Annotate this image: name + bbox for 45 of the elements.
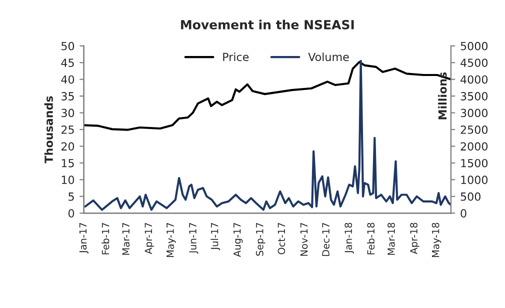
y2-tick-label: 2000 xyxy=(460,142,488,151)
chart-title: Movement in the NSEASI xyxy=(181,20,354,30)
y2-tick-label: 1000 xyxy=(461,176,488,184)
x-tick-label: May-18 xyxy=(432,222,442,258)
x-tick-label: May-17 xyxy=(166,222,176,258)
y-tick-label: 25 xyxy=(61,125,74,134)
line-series xyxy=(84,60,451,211)
y2-tick-label: 0 xyxy=(460,209,466,218)
x-tick-label: Mar-17 xyxy=(122,222,130,255)
x-tick-label: Nov-17 xyxy=(300,222,308,256)
y-tick-label: 35 xyxy=(62,92,74,100)
x-tick-label: Apr-18 xyxy=(410,222,420,254)
y-tick-label: 30 xyxy=(62,108,74,118)
y2-tick-label: 5000 xyxy=(460,42,488,50)
y-axis-title: Thousands xyxy=(44,96,53,164)
legend-label: Price xyxy=(223,52,249,62)
y-tick-label: 20 xyxy=(61,142,74,151)
y-tick-label: 45 xyxy=(61,58,74,67)
legend-label: Volume xyxy=(308,52,349,62)
x-tick-label: Apr-17 xyxy=(144,222,154,254)
y2-tick-label: 3000 xyxy=(460,108,488,118)
y-tick-label: 0 xyxy=(68,209,74,218)
y2-tick-label: 1500 xyxy=(461,158,488,168)
y-tick-label: 5 xyxy=(68,192,74,201)
y2-tick-label: 3500 xyxy=(460,92,488,100)
y2-tick-label: 4500 xyxy=(460,58,488,67)
x-tick-label: Mar-18 xyxy=(388,222,395,255)
x-tick-label: Dec-17 xyxy=(322,222,330,256)
x-tick-label: Jan-18 xyxy=(344,222,354,254)
y2-tick-label: 2500 xyxy=(460,125,488,134)
y-tick-label: 40 xyxy=(61,75,74,84)
x-tick-label: Aug-17 xyxy=(234,222,243,257)
y-tick-label: 15 xyxy=(62,159,74,168)
y2-tick-label: 4000 xyxy=(460,75,488,84)
y-tick-label: 50 xyxy=(62,42,74,50)
x-tick-label: Feb-17 xyxy=(102,222,110,254)
x-tick-label: Sep-17 xyxy=(256,222,266,256)
x-tick-label: Oct-17 xyxy=(278,222,286,254)
x-tick-label: Jun-17 xyxy=(189,222,198,254)
x-tick-label: Jan-17 xyxy=(79,222,88,254)
x-tick-label: Feb-18 xyxy=(367,222,375,254)
y2-tick-label: 500 xyxy=(460,192,480,201)
x-tick-label: Jul-17 xyxy=(210,222,220,250)
line-series xyxy=(84,60,451,131)
y-tick-label: 10 xyxy=(62,176,74,184)
